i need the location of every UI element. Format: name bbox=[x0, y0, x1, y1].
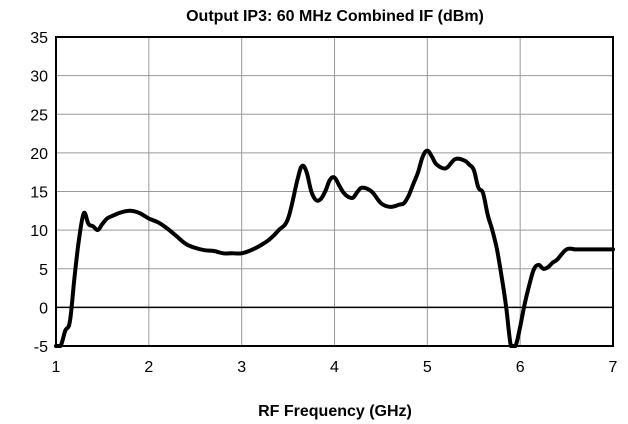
y-tick-label: 20 bbox=[30, 146, 48, 163]
y-tick-label: 35 bbox=[30, 30, 48, 47]
y-tick-label: 10 bbox=[30, 223, 48, 240]
x-tick-label: 1 bbox=[52, 359, 61, 376]
x-tick-label: 5 bbox=[423, 359, 432, 376]
y-tick-label: 0 bbox=[39, 300, 48, 317]
x-tick-label: 7 bbox=[609, 359, 618, 376]
y-tick-label: -5 bbox=[34, 339, 48, 356]
y-tick-label: 15 bbox=[30, 185, 48, 202]
gridlines bbox=[55, 36, 614, 347]
x-tick-label: 3 bbox=[237, 359, 246, 376]
chart-title: Output IP3: 60 MHz Combined IF (dBm) bbox=[186, 8, 484, 25]
x-tick-label: 4 bbox=[330, 359, 339, 376]
y-tick-label: 5 bbox=[39, 262, 48, 279]
series-line bbox=[54, 148, 615, 348]
x-axis-ticks: 1 2 3 4 5 6 7 bbox=[52, 359, 618, 376]
y-axis-ticks: 35 30 25 20 15 10 5 0 -5 bbox=[30, 30, 48, 356]
y-tick-label: 25 bbox=[30, 107, 48, 124]
x-tick-label: 6 bbox=[516, 359, 525, 376]
x-axis-label: RF Frequency (GHz) bbox=[258, 403, 412, 420]
plot-frame bbox=[55, 36, 614, 347]
y-tick-label: 30 bbox=[30, 69, 48, 86]
x-tick-label: 2 bbox=[144, 359, 153, 376]
